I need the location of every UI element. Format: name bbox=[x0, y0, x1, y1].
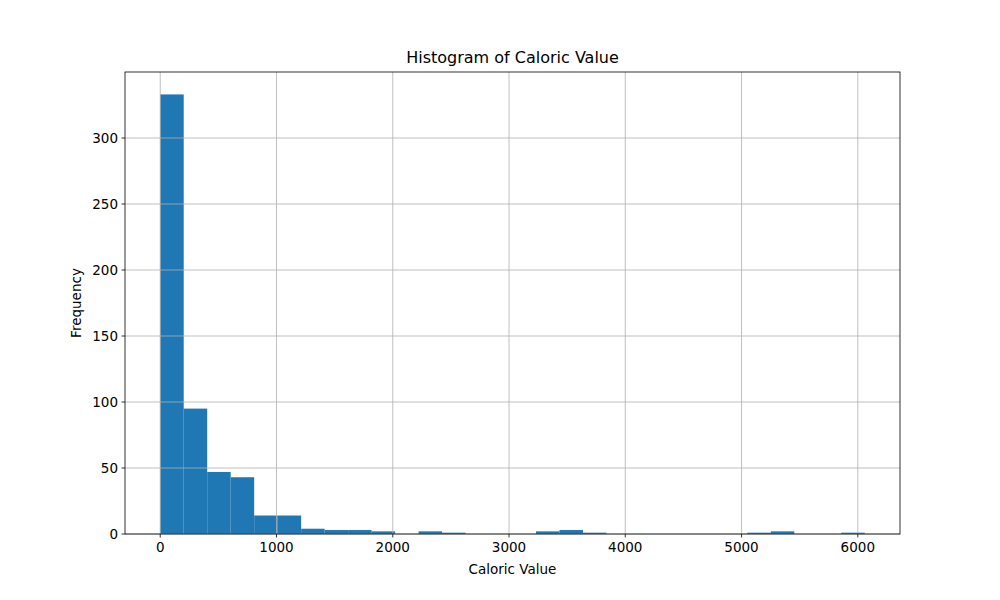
histogram-bar bbox=[184, 409, 207, 534]
x-tick-label: 3000 bbox=[492, 539, 526, 555]
x-tick-label: 0 bbox=[156, 539, 165, 555]
histogram-bar bbox=[559, 530, 582, 534]
y-tick-label: 250 bbox=[92, 196, 118, 212]
grid-line-y bbox=[125, 336, 900, 337]
grid-line-x bbox=[625, 72, 626, 534]
y-tick-label: 150 bbox=[92, 328, 118, 344]
y-tick bbox=[122, 336, 126, 337]
axes: 0 1000 2000 3000 4000 5000 6000 0 50 100 150 200 250… bbox=[92, 130, 875, 555]
grid-line-y bbox=[125, 270, 900, 271]
x-tick-label: 6000 bbox=[841, 539, 875, 555]
y-tick bbox=[122, 270, 126, 271]
x-tick-label: 5000 bbox=[724, 539, 758, 555]
grid-line-x bbox=[741, 72, 742, 534]
chart-svg: 0 1000 2000 3000 4000 5000 6000 0 50 100 150 200 250… bbox=[0, 0, 1000, 600]
y-tick-label: 100 bbox=[92, 394, 118, 410]
grid-line-x bbox=[392, 72, 393, 534]
y-tick-label: 200 bbox=[92, 262, 118, 278]
x-tick-label: 1000 bbox=[259, 539, 293, 555]
grid-line-y bbox=[125, 402, 900, 403]
y-tick bbox=[122, 402, 126, 403]
x-tick bbox=[276, 534, 277, 538]
x-tick bbox=[625, 534, 626, 538]
grid-line-x bbox=[160, 72, 161, 534]
histogram-bar bbox=[207, 472, 230, 534]
grid-line-x bbox=[857, 72, 858, 534]
x-tick bbox=[509, 534, 510, 538]
y-axis-label: Frequency bbox=[68, 268, 84, 338]
histogram-bar bbox=[325, 530, 348, 534]
grid-line-y bbox=[125, 204, 900, 205]
chart-container: 0 1000 2000 3000 4000 5000 6000 0 50 100 150 200 250… bbox=[0, 0, 1000, 600]
histogram-bar bbox=[254, 516, 277, 534]
y-tick bbox=[122, 468, 126, 469]
x-tick bbox=[392, 534, 393, 538]
y-tick bbox=[122, 138, 126, 139]
histogram-bar bbox=[278, 516, 301, 534]
background bbox=[0, 0, 1000, 600]
grid-line-y bbox=[125, 468, 900, 469]
x-tick bbox=[741, 534, 742, 538]
grid-line-x bbox=[509, 72, 510, 534]
y-tick bbox=[122, 534, 126, 535]
x-tick bbox=[160, 534, 161, 538]
y-tick-label: 300 bbox=[92, 130, 118, 146]
x-tick bbox=[857, 534, 858, 538]
y-tick bbox=[122, 204, 126, 205]
y-tick-label: 50 bbox=[101, 460, 118, 476]
chart-title: Histogram of Caloric Value bbox=[406, 48, 619, 67]
x-axis-label: Caloric Value bbox=[469, 561, 557, 577]
histogram-bar bbox=[348, 530, 371, 534]
plot-frame bbox=[125, 72, 900, 534]
grid-line-y bbox=[125, 138, 900, 139]
x-tick-label: 4000 bbox=[608, 539, 642, 555]
histogram-bar bbox=[231, 477, 254, 534]
histogram-bar bbox=[301, 529, 324, 534]
grid bbox=[125, 72, 900, 534]
grid-line-x bbox=[276, 72, 277, 534]
y-tick-label: 0 bbox=[109, 526, 118, 542]
x-tick-label: 2000 bbox=[376, 539, 410, 555]
